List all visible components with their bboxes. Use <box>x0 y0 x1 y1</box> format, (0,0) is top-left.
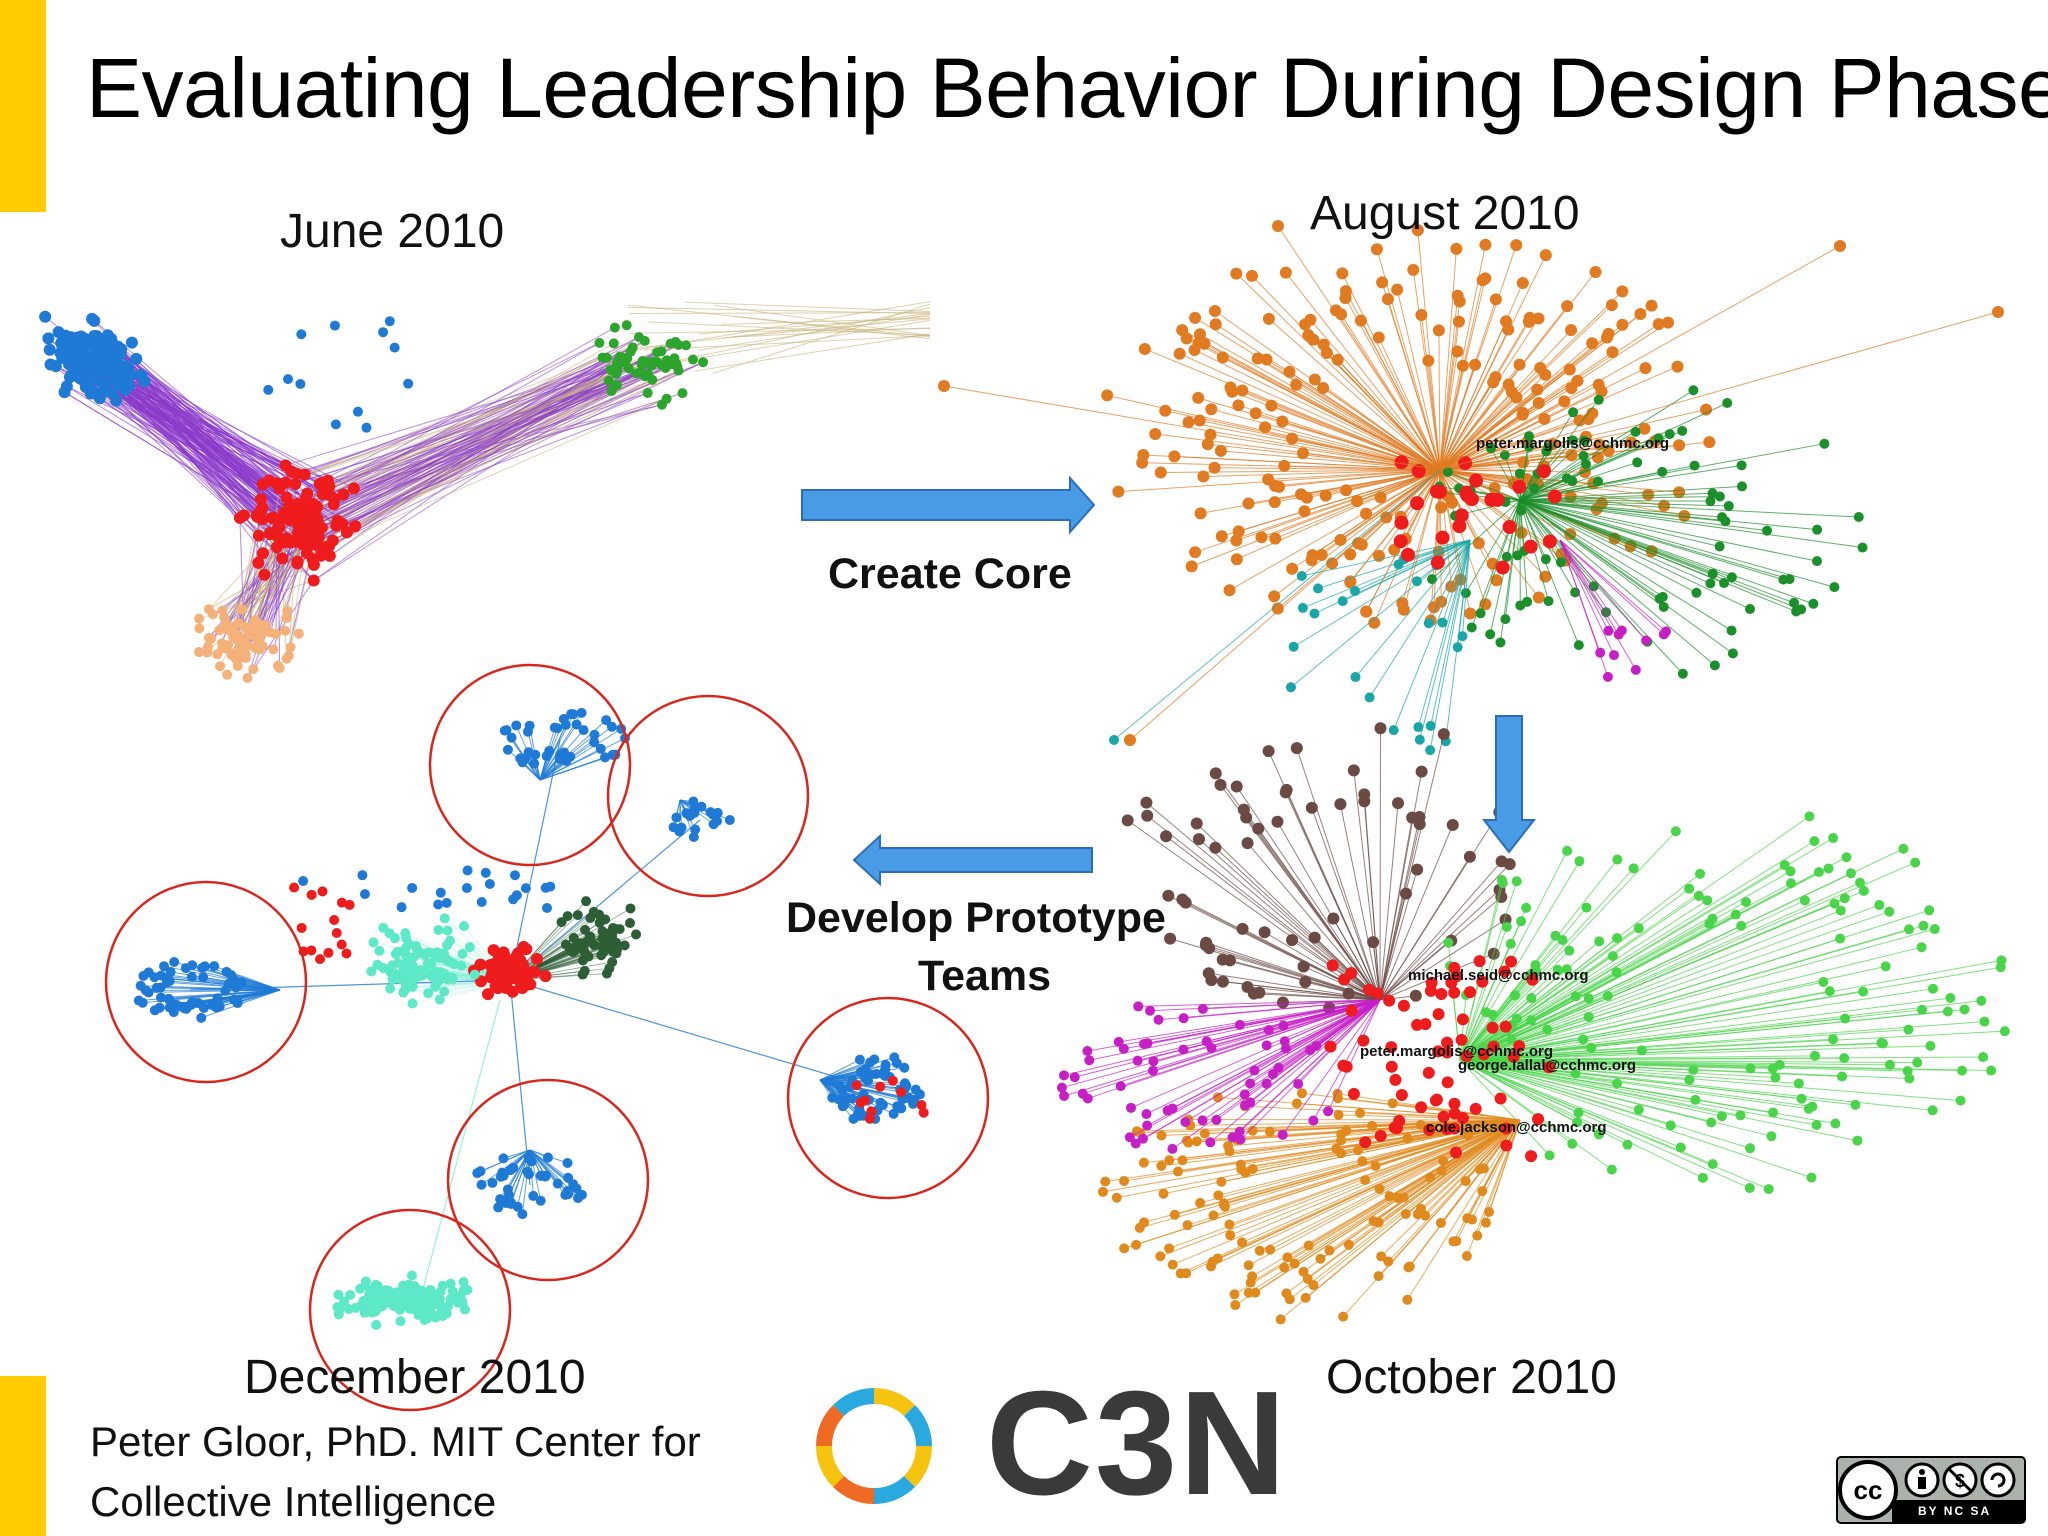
creative-commons-badge[interactable]: cc $ BY NC SA <box>1836 1456 2026 1524</box>
arrow-down-icon <box>1481 715 1537 854</box>
cluster-circle <box>446 1078 650 1282</box>
label-teams: Teams <box>918 952 1052 1000</box>
cluster-circle <box>786 996 990 1200</box>
slide-title: Evaluating Leadership Behavior During De… <box>86 41 2048 135</box>
node-label-michael-oct: michael.seid@cchmc.org <box>1408 967 1589 984</box>
december-network <box>104 663 990 1412</box>
label-october-2010: October 2010 <box>1326 1351 1617 1404</box>
node-label-peter-aug: peter.margolis@cchmc.org <box>1476 435 1669 452</box>
arrow-right-icon <box>801 475 1096 535</box>
cluster-circle <box>428 663 632 867</box>
node-label-peter-oct: peter.margolis@cchmc.org <box>1360 1043 1553 1060</box>
label-june-2010: June 2010 <box>280 205 505 258</box>
node-label-george-oct: george.lallal@cchmc.org <box>1458 1057 1636 1074</box>
creative-commons-icon: cc $ <box>1836 1456 2026 1524</box>
arrow-left-icon <box>852 833 1093 887</box>
cluster-circle <box>104 880 308 1084</box>
august-network <box>938 220 2004 756</box>
label-develop-prototype: Develop Prototype <box>786 894 1166 942</box>
october-network <box>1056 722 2010 1325</box>
cluster-circle <box>606 694 810 898</box>
accent-bar-bottom <box>0 1376 46 1536</box>
c3n-logo-icon <box>816 1388 932 1504</box>
footer-affiliation: Collective Intelligence <box>90 1478 497 1525</box>
svg-text:cc: cc <box>1854 1475 1883 1505</box>
june-network <box>39 301 931 684</box>
cluster-circle <box>308 1208 512 1412</box>
label-december-2010: December 2010 <box>244 1351 586 1404</box>
c3n-wordmark: C3N <box>986 1361 1289 1526</box>
footer-author: Peter Gloor, PhD. MIT Center for <box>90 1418 701 1465</box>
label-create-core: Create Core <box>828 550 1072 598</box>
license-text: BY NC SA <box>1918 1504 1992 1518</box>
accent-bar-top <box>0 0 46 212</box>
node-label-cole-oct: cole.jackson@cchmc.org <box>1426 1119 1607 1136</box>
label-august-2010: August 2010 <box>1310 187 1580 240</box>
